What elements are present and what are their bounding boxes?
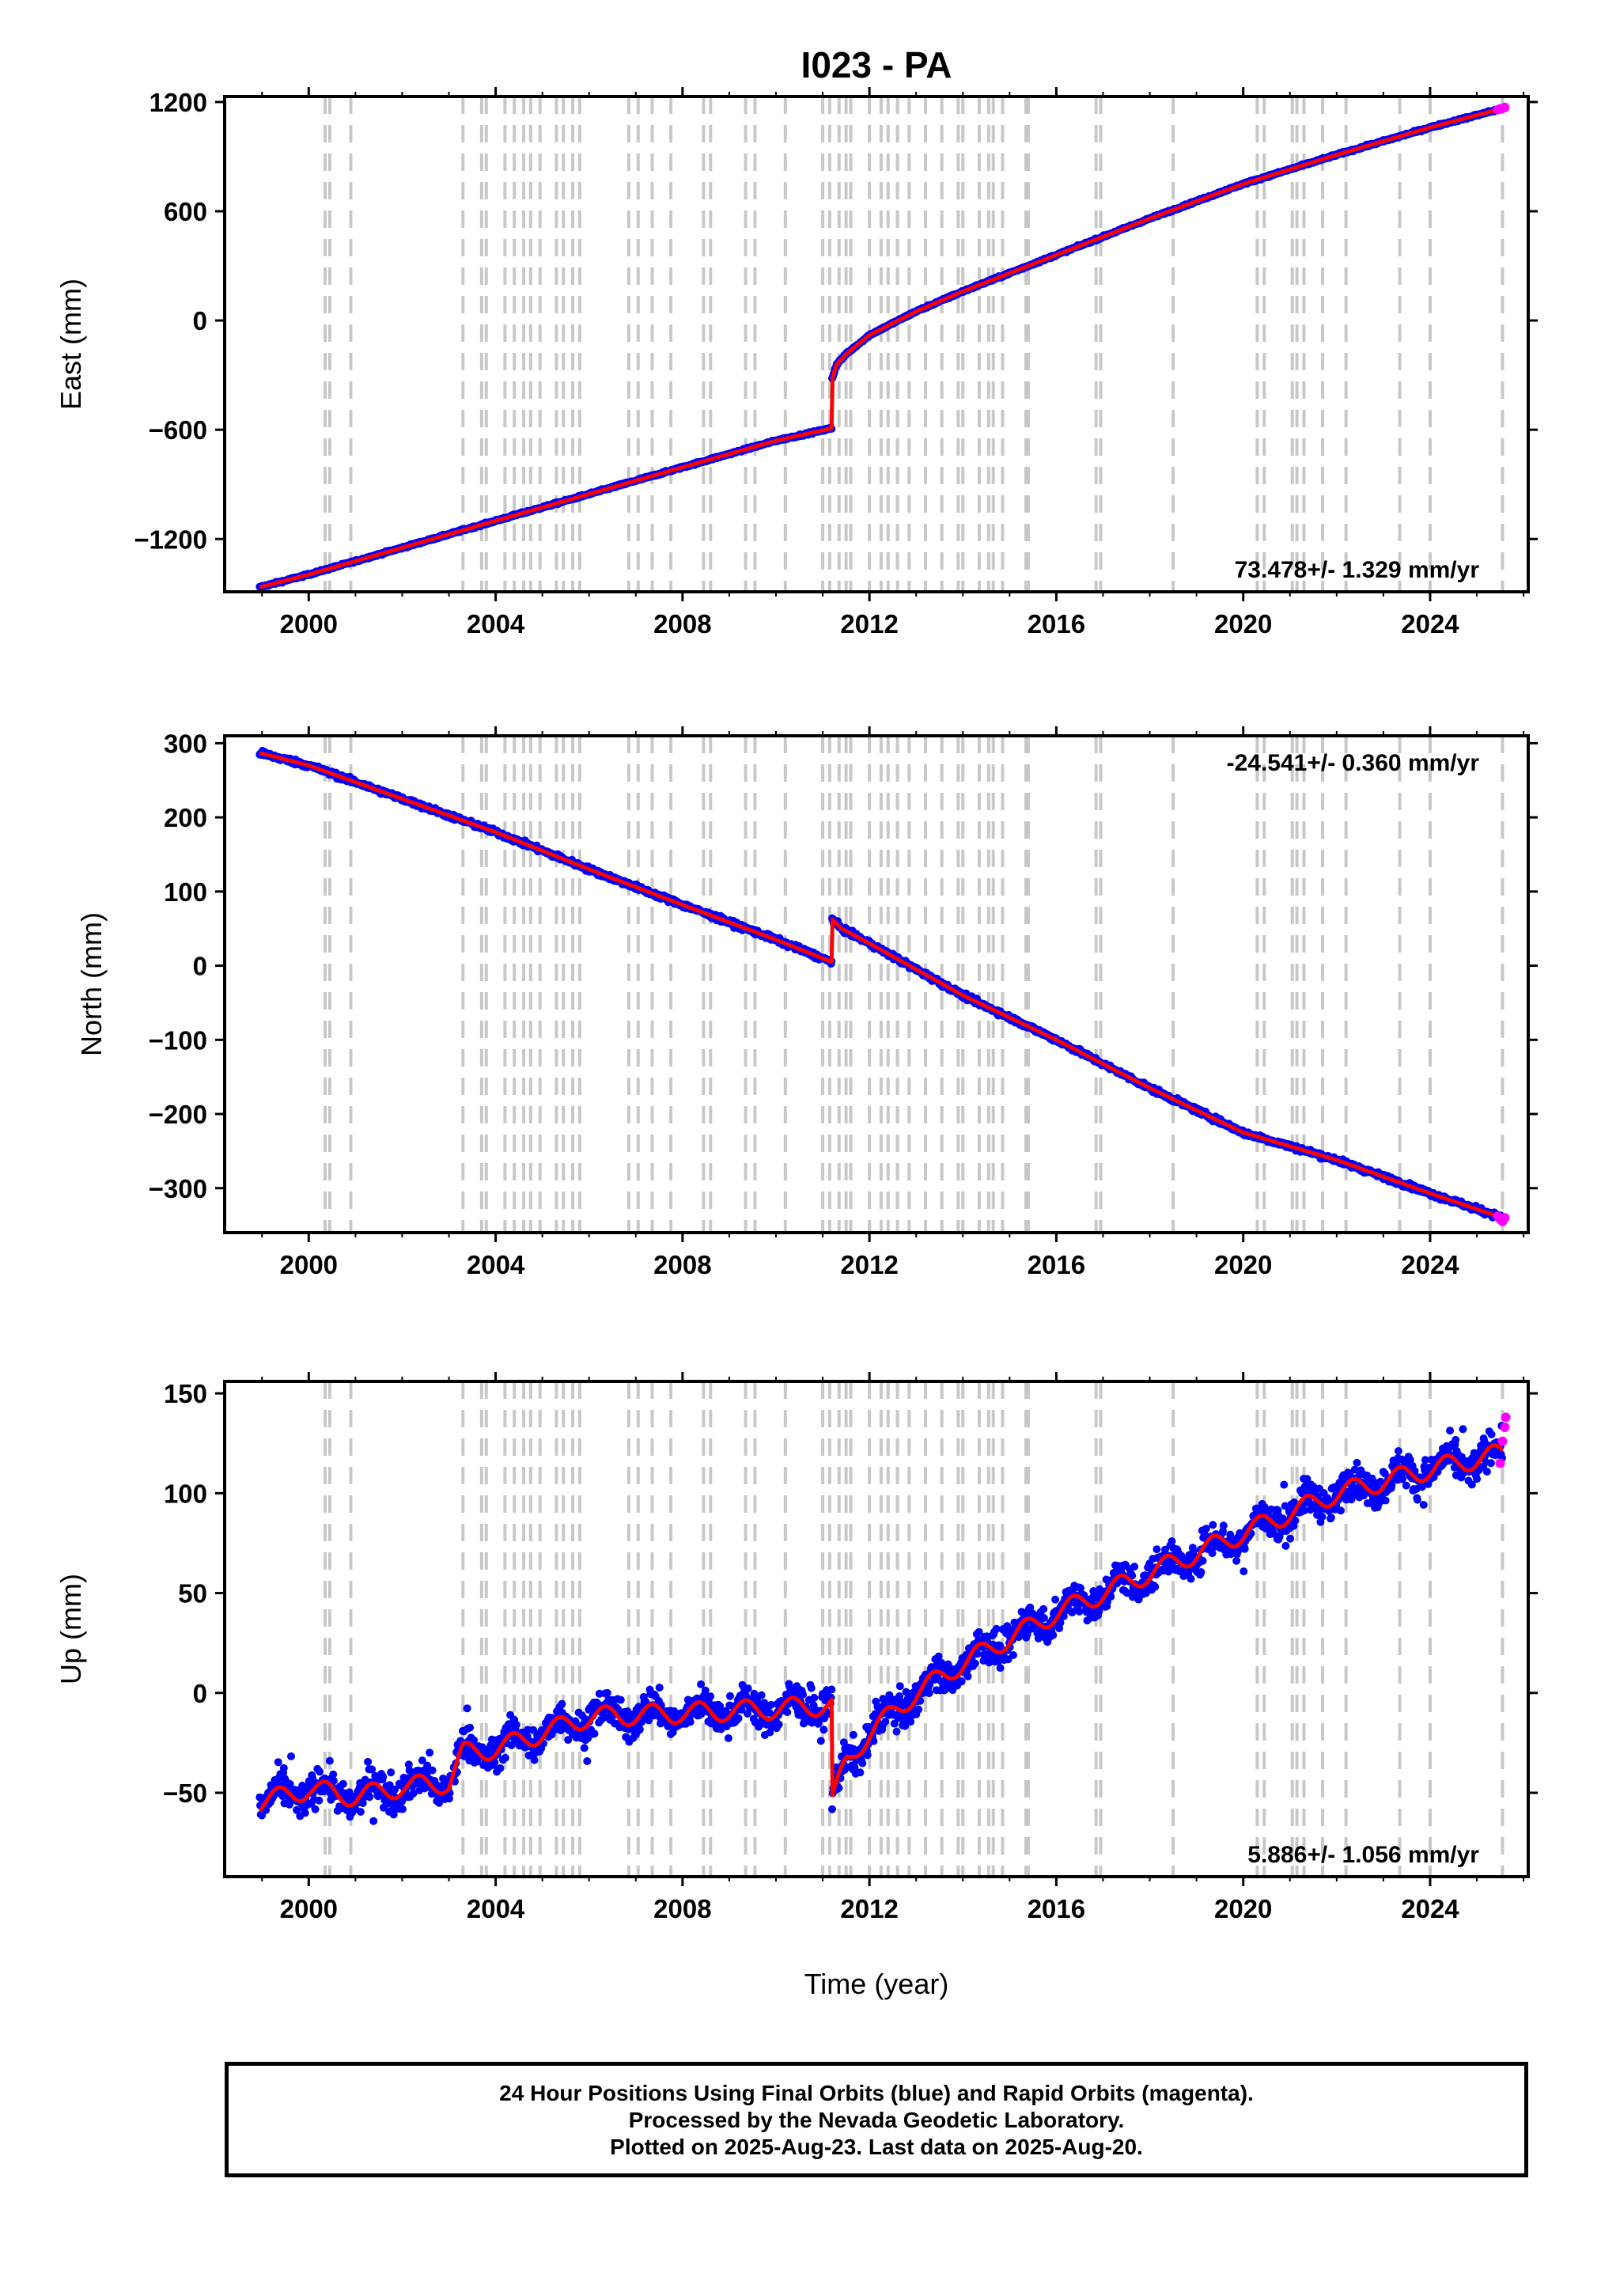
rapid-orbit-point xyxy=(1500,102,1510,112)
chart-panel-east: 2000 2004 2008 2012 2016 2020 2024 −1200 −600 0 60… xyxy=(55,87,1538,638)
x-tick-label: 2016 xyxy=(1028,1250,1085,1279)
y-tick-label: 200 xyxy=(164,803,207,832)
x-tick-label: 2004 xyxy=(467,1250,525,1279)
y-tick-label: 0 xyxy=(193,306,207,335)
x-tick-label: 2000 xyxy=(280,1250,338,1279)
y-tick-label: −200 xyxy=(149,1100,207,1129)
final-orbit-point xyxy=(301,1809,309,1817)
model-fit-line xyxy=(259,106,1504,589)
final-orbit-points xyxy=(255,104,1506,591)
figure-title: I023 - PA xyxy=(801,44,952,85)
x-tick-label: 2004 xyxy=(467,609,525,638)
x-tick-label: 2000 xyxy=(280,609,338,638)
final-orbit-point xyxy=(339,1779,347,1788)
y-tick-label: −1200 xyxy=(134,525,207,554)
y-tick-label: −300 xyxy=(149,1174,207,1203)
y-tick-label: −100 xyxy=(149,1025,207,1055)
rapid-orbit-point xyxy=(1500,1213,1510,1223)
x-tick-label: 2024 xyxy=(1401,1250,1459,1279)
final-orbit-point xyxy=(287,1752,295,1760)
x-tick-label: 2024 xyxy=(1401,609,1459,638)
x-tick-label: 2008 xyxy=(653,1250,711,1279)
final-orbit-point xyxy=(279,1764,288,1772)
equipment-change-lines xyxy=(323,97,1504,592)
chart-panel-north: 2000 2004 2008 2012 2016 2020 2024−300−200−100… xyxy=(75,726,1538,1279)
final-orbit-point xyxy=(311,1805,320,1813)
y-axis-title: North (mm) xyxy=(75,912,108,1056)
x-tick-label: 2012 xyxy=(840,609,898,638)
velocity-label: 73.478+/- 1.329 mm/yr xyxy=(1235,557,1480,583)
rapid-orbit-points xyxy=(1493,102,1510,115)
y-tick-label: 600 xyxy=(164,197,207,226)
y-tick-label: 0 xyxy=(193,952,207,981)
final-orbit-point xyxy=(316,1767,324,1776)
y-tick-label: 300 xyxy=(164,729,207,758)
rapid-orbit-points xyxy=(1493,1211,1510,1226)
y-tick-label: −600 xyxy=(149,415,207,445)
x-tick-label: 2012 xyxy=(840,1250,898,1279)
final-orbit-point xyxy=(325,1756,334,1765)
chart-panel-up: 2000 2004 2008 2012 2016 2020 2024−50050100150… xyxy=(55,1372,1538,1923)
plot-frame xyxy=(223,95,1530,593)
x-tick-label: 2016 xyxy=(1028,609,1085,638)
x-tick-label: 2020 xyxy=(1214,609,1272,638)
x-tick-label: 2020 xyxy=(1214,1250,1272,1279)
x-tick-label: 2008 xyxy=(653,609,711,638)
y-axis-title: East (mm) xyxy=(55,278,87,410)
equipment-change-lines xyxy=(323,1381,1504,1877)
y-tick-label: 1200 xyxy=(150,88,207,117)
final-orbit-point xyxy=(315,1796,324,1805)
velocity-label: -24.541+/- 0.360 mm/yr xyxy=(1227,750,1480,776)
y-tick-label: 100 xyxy=(164,877,207,907)
final-orbit-point xyxy=(274,1758,282,1767)
